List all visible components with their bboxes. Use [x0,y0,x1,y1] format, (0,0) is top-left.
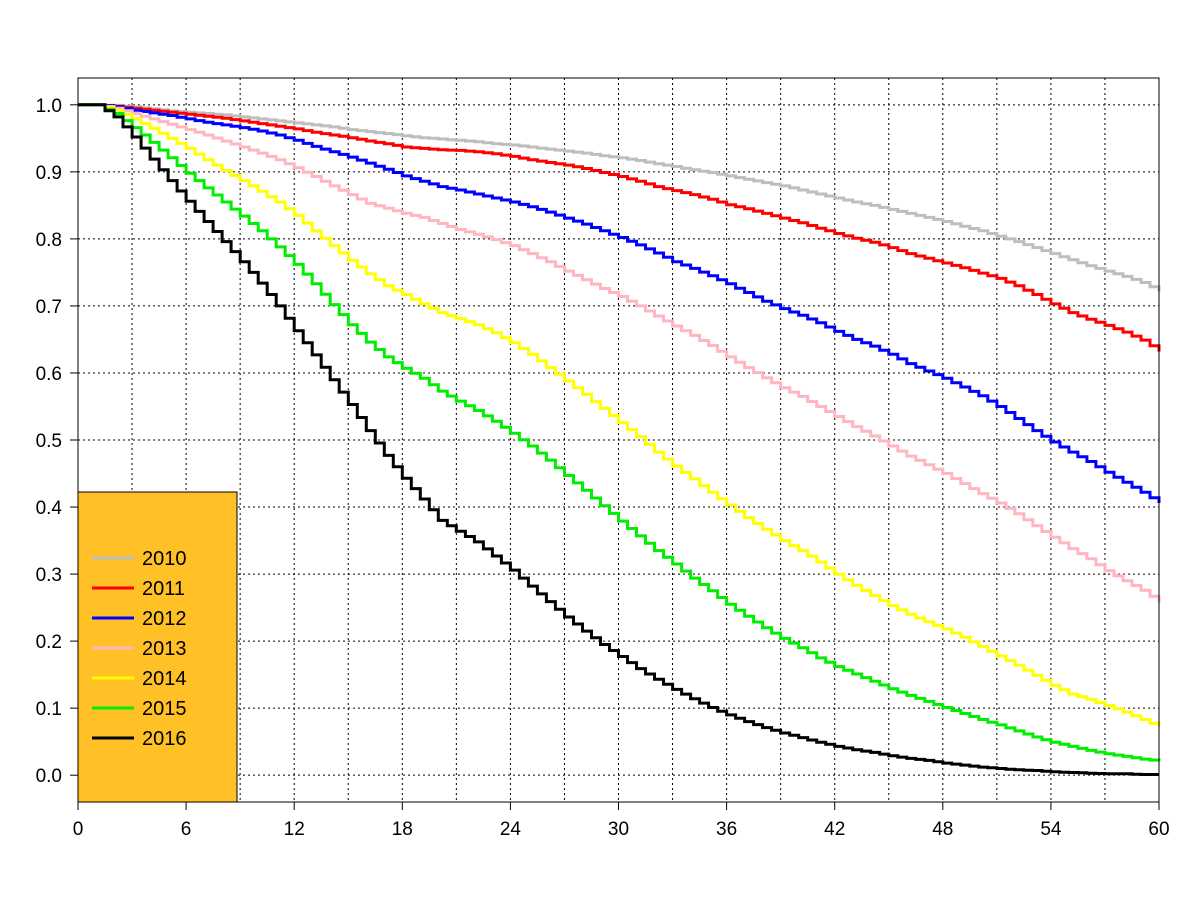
series-line-2012 [78,103,1161,503]
y-tick-label-0: 0.0 [36,766,62,787]
legend-label-2016: 2016 [142,728,187,750]
legend: 2010 2011 2012 2013 2014 2015 2016 [77,491,238,803]
y-tick-label-1: 0.1 [36,699,62,720]
x-tick-label-3: 18 [392,819,413,840]
x-tick-label-9: 54 [1040,819,1062,840]
series-line-2013 [78,103,1161,603]
x-tick-label-5: 30 [608,819,629,840]
series-line-2016 [78,103,1159,776]
y-tick-label-10: 1.0 [36,96,62,117]
grid-layer [77,78,1160,802]
y-tick-label-7: 0.7 [36,297,62,318]
y-tick-label-8: 0.8 [36,230,62,251]
series-line-2015 [78,103,1161,762]
legend-label-2013: 2013 [142,638,187,660]
series-layer [78,103,1161,776]
legend-label-2012: 2012 [142,608,187,630]
y-tick-label-3: 0.3 [36,565,62,586]
x-tick-label-10: 60 [1148,819,1169,840]
series-line-2010 [78,103,1161,292]
x-tick-label-8: 48 [932,819,953,840]
x-tick-label-4: 24 [500,819,522,840]
series-line-2011 [78,103,1161,352]
series-line-2014 [78,103,1161,727]
y-tick-label-5: 0.5 [36,431,62,452]
legend-label-2014: 2014 [142,668,187,690]
x-tick-label-1: 6 [181,819,192,840]
legend-label-2010: 2010 [142,548,187,570]
y-tick-label-9: 0.9 [36,163,62,184]
x-tick-label-6: 36 [716,819,737,840]
x-tick-label-2: 12 [284,819,305,840]
x-tick-label-0: 0 [73,819,84,840]
x-tick-label-7: 42 [824,819,845,840]
y-tick-label-6: 0.6 [36,364,62,385]
y-tick-label-2: 0.2 [36,632,62,653]
y-tick-label-4: 0.4 [36,498,63,519]
legend-label-2015: 2015 [142,698,187,720]
axis-layer: 0 6 12 18 24 30 36 42 48 54 60 0.0 0.1 0.2 0.3 0.4 0.5 0.… [36,96,1170,840]
legend-label-2011: 2011 [142,578,185,600]
